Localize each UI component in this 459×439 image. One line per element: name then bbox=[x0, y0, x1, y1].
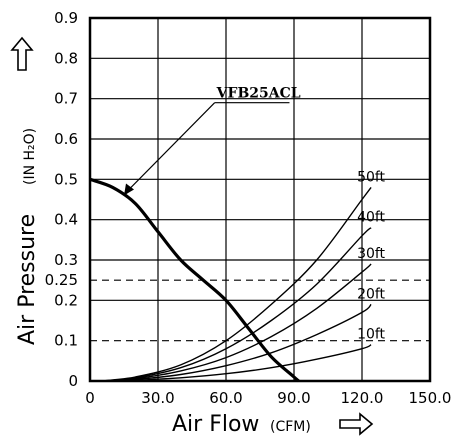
y-tick-label: 0.1 bbox=[54, 332, 78, 350]
curve-label: 20ft bbox=[357, 286, 385, 302]
x-axis-title: Air Flow bbox=[172, 412, 259, 437]
fan-curve bbox=[89, 177, 300, 383]
curve-label: 10ft bbox=[357, 327, 385, 343]
x-tick-label: 0 bbox=[85, 389, 95, 407]
x-tick-label: 60.0 bbox=[209, 389, 242, 407]
y-tick-label: 0.9 bbox=[54, 9, 78, 27]
curve-label: 40ft bbox=[357, 210, 385, 226]
curve-label: 50ft bbox=[357, 169, 385, 185]
plot-frame bbox=[88, 16, 432, 383]
right-arrow-icon bbox=[339, 412, 374, 436]
y-tick-label: 0.2 bbox=[54, 291, 78, 309]
x-axis-unit: (CFM) bbox=[270, 419, 311, 435]
grid bbox=[90, 18, 430, 381]
x-tick-label: 90.0 bbox=[277, 389, 310, 407]
y-tick-label: 0.6 bbox=[54, 130, 78, 148]
y-tick-label: 0.8 bbox=[54, 49, 78, 67]
curve-labels: VFB25ACL 50ft 40ft 30ft 20ft 10ft bbox=[124, 86, 386, 343]
leader-arrowhead-icon bbox=[124, 183, 134, 196]
curve-label: 30ft bbox=[357, 246, 385, 262]
y-axis-unit: (IN H₂O) bbox=[22, 128, 38, 185]
up-arrow-icon bbox=[10, 36, 34, 71]
x-tick-label: 120.0 bbox=[341, 389, 384, 407]
label-leader-line bbox=[126, 102, 216, 192]
y-tick-label: 0.3 bbox=[54, 251, 78, 269]
y-tick-label: 0 bbox=[68, 372, 78, 390]
x-tick-label: 150.0 bbox=[409, 389, 452, 407]
y-tick-label: 0.25 bbox=[45, 271, 78, 289]
system-curve bbox=[101, 186, 372, 382]
y-tick-label: 0.5 bbox=[54, 170, 78, 188]
tick-labels: 0 30.0 60.0 90.0 120.0 150.0 0 0.1 0.2 0.25 0.3 0.4… bbox=[45, 9, 452, 407]
x-tick-label: 30.0 bbox=[141, 389, 174, 407]
series-curves bbox=[89, 177, 372, 383]
system-curve bbox=[101, 263, 372, 382]
y-tick-label: 0.7 bbox=[54, 90, 78, 108]
system-curve bbox=[101, 303, 372, 382]
y-tick-label: 0.4 bbox=[54, 211, 78, 229]
y-axis-title: Air Pressure bbox=[15, 214, 40, 345]
system-curve bbox=[101, 227, 372, 382]
model-label: VFB25ACL bbox=[216, 86, 301, 102]
